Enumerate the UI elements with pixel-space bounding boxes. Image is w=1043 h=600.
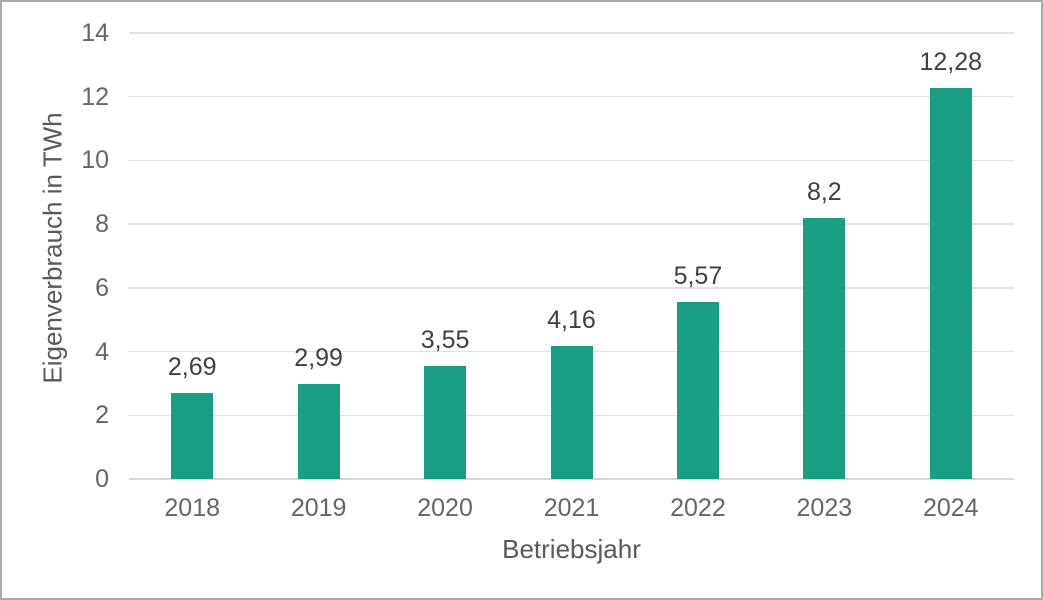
bar-2022 <box>676 301 719 479</box>
bar-2020 <box>424 365 467 479</box>
gridline-y-10 <box>129 159 1014 162</box>
bar-value-label-2021: 4,16 <box>547 306 596 335</box>
x-tick-label-2018: 2018 <box>164 494 221 522</box>
y-tick-label-0: 0 <box>95 465 109 493</box>
x-tick-label-2024: 2024 <box>922 494 979 522</box>
y-axis-title: Eigenverbrauch in TWh <box>37 112 68 384</box>
gridline-y-14 <box>129 32 1014 34</box>
x-axis-line <box>129 478 1014 480</box>
bar-value-label-2020: 3,55 <box>420 325 470 354</box>
x-axis-title: Betriebsjahr <box>502 534 641 564</box>
x-tick-label-2022: 2022 <box>670 494 726 522</box>
bar-2024 <box>929 87 972 479</box>
y-tick-label-10: 10 <box>81 146 109 175</box>
bar-2018 <box>171 393 214 479</box>
x-tick-label-2020: 2020 <box>417 494 473 522</box>
gridline-y-6 <box>129 287 1014 289</box>
y-tick-label-8: 8 <box>95 210 109 239</box>
x-tick-label-2019: 2019 <box>290 494 347 522</box>
bar-2021 <box>550 346 593 479</box>
x-tick-label-2023: 2023 <box>796 494 853 522</box>
bar-2019 <box>297 383 340 479</box>
y-tick-label-6: 6 <box>95 273 109 302</box>
y-tick-label-2: 2 <box>95 401 109 430</box>
bar-value-label-2024: 12,28 <box>919 47 983 76</box>
y-tick-label-14: 14 <box>81 19 109 47</box>
bar-value-label-2018: 2,69 <box>167 353 217 382</box>
bar-2023 <box>803 217 846 479</box>
bar-value-label-2019: 2,99 <box>294 343 343 372</box>
bar-value-label-2023: 8,2 <box>806 177 842 206</box>
bar-value-label-2022: 5,57 <box>673 261 723 290</box>
gridline-y-12 <box>129 95 1014 98</box>
x-tick-label-2021: 2021 <box>543 494 600 522</box>
y-tick-label-4: 4 <box>95 337 109 366</box>
y-tick-label-12: 12 <box>81 82 109 111</box>
gridline-y-8 <box>129 223 1014 225</box>
